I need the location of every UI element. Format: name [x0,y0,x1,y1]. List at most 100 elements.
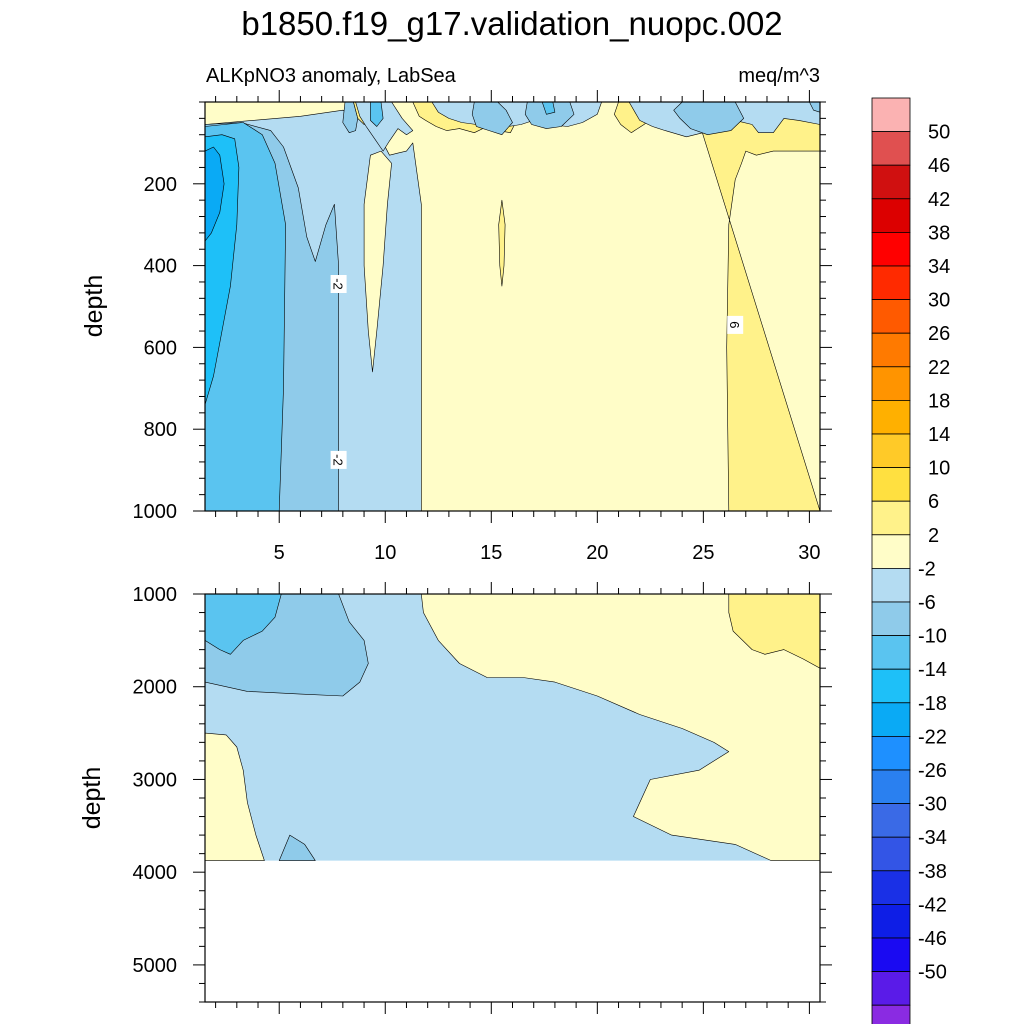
colorbar-level-label: 34 [928,256,950,278]
colorbar-swatch [871,668,911,704]
colorbar-swatch [871,534,911,569]
variable-subtitle: ALKpNO3 anomaly, LabSea [206,65,457,87]
contour-region [205,732,265,861]
colorbar-swatch [871,568,911,603]
x-tick-label: 30 [798,542,820,564]
y-tick-label: 400 [144,256,177,278]
contour-label: 6 [727,315,744,334]
colorbar-swatch [871,131,911,166]
units-subtitle: meq/m^3 [738,65,820,87]
contour-region [370,102,384,127]
colorbar-level-label: -22 [918,726,947,748]
y-tick-label: 200 [144,174,177,196]
lower-panel: 1000 2000 3000 4000 5000 depth [78,582,832,1014]
colorbar-swatch [871,433,911,468]
contour-label-text: -2 [331,278,346,290]
colorbar-swatch [871,467,911,502]
colorbar-level-label: -18 [918,693,947,715]
colorbar-swatch [871,198,911,233]
contour-region [673,102,745,135]
contour-region [524,102,575,129]
contour-label-text: -2 [331,454,346,466]
colorbar-level-label: 6 [928,491,939,513]
contour-region [541,102,556,115]
x-tick-label: 10 [374,542,396,564]
contour-label: -2 [330,275,347,293]
upper-contour-fills [205,102,820,511]
upper-plot-frame [204,101,821,512]
colorbar-level-label: -10 [918,626,947,648]
y-tick-label: 800 [144,419,177,441]
colorbar-swatch [871,231,911,267]
contour-region [728,594,820,669]
colorbar-swatch [871,97,911,132]
upper-contour-labels: -2 -2 6 [330,275,744,469]
contour-region [278,834,316,861]
colorbar-swatch [871,332,911,368]
y-tick-label: 3000 [133,769,178,791]
colorbar-level-label: 42 [928,189,950,211]
colorbar-level-label: -38 [918,861,947,883]
contour-label-text: 6 [727,321,742,328]
colorbar-swatch [871,366,911,401]
lower-ticks: 1000 2000 3000 4000 5000 [133,582,832,1014]
colorbar-swatch [871,971,911,1006]
contour-region [205,594,282,655]
contour-label-bg [330,450,347,469]
x-tick-label: 5 [274,542,285,564]
x-tick-label: 15 [480,542,502,564]
colorbar-swatch [871,702,911,737]
contour-region [692,102,820,511]
colorbar-level-label: 46 [928,155,950,177]
colorbar-swatch [871,803,911,838]
colorbar-swatch [871,399,911,435]
contour-region [498,199,506,287]
y-tick-label: 600 [144,337,177,359]
colorbar-swatch [871,1004,911,1024]
colorbar-level-label: 26 [928,323,950,345]
colorbar-level-label: 30 [928,290,950,312]
contour-label-bg [727,315,744,334]
y-tick-label: 4000 [133,862,178,884]
colorbar-level-label: -14 [918,659,947,681]
contour-region [420,594,820,861]
upper-panel: 200 400 600 800 1000 5 10 15 20 25 30 -2 -2 6 depth [80,90,832,564]
contour-label-bg [330,275,347,293]
colorbar-level-label: -6 [918,592,936,614]
colorbar-swatch [871,836,911,872]
colorbar-swatch [871,736,911,771]
contour-region [471,102,513,135]
colorbar-swatch [871,164,911,200]
lower-plot-frame [204,593,821,1003]
colorbar-level-label: 50 [928,122,950,144]
x-tick-label: 25 [692,542,714,564]
colorbar-level-label: -34 [918,827,947,849]
y-tick-label: 1000 [133,584,178,606]
colorbar-level-label: -50 [918,962,947,984]
contour-region [355,102,414,152]
colorbar-swatch [871,937,911,972]
y-tick-label: 5000 [133,955,178,977]
colorbar-swatch [871,601,911,636]
colorbar-level-label: -2 [918,558,936,580]
colorbar-level-label: -26 [918,760,947,782]
contour-region [809,102,820,113]
contour-region [363,150,392,373]
colorbar-level-label: 22 [928,357,950,379]
contour-label: -2 [330,450,347,469]
colorbar-swatch [871,500,911,536]
colorbar-swatch [871,904,911,939]
colorbar-level-label: 38 [928,222,950,244]
colorbar-level-label: -30 [918,794,947,816]
y-tick-label: 2000 [133,677,178,699]
upper-y-axis-label: depth [80,275,108,338]
colorbar: 50 46 42 38 34 30 26 22 18 14 10 6 2 -2 -6 -10 -14 -18 -22… [871,97,950,1024]
colorbar-level-label: 2 [928,525,939,547]
colorbar-level-label: 18 [928,390,950,412]
colorbar-swatch [871,265,911,300]
colorbar-level-label: -42 [918,894,947,916]
colorbar-swatch [871,870,911,905]
upper-ticks: 200 400 600 800 1000 5 10 15 20 25 30 [133,90,832,564]
colorbar-swatch [871,635,911,670]
